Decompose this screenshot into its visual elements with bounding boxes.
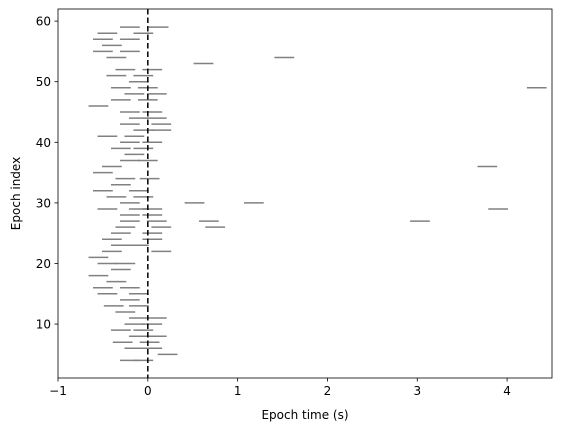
- y-tick-label: 40: [36, 136, 51, 150]
- x-tick-label: 0: [144, 384, 152, 398]
- y-tick-label: 20: [36, 257, 51, 271]
- x-tick-label: 3: [413, 384, 421, 398]
- plot-frame: [57, 8, 553, 379]
- segment-marks: [88, 26, 547, 362]
- x-tick-label: −1: [49, 384, 67, 398]
- y-tick-label: 50: [36, 75, 51, 89]
- x-tick-label: 4: [503, 384, 511, 398]
- x-axis-label: Epoch time (s): [261, 408, 348, 422]
- y-tick-label: 10: [36, 318, 51, 332]
- y-tick-label: 60: [36, 15, 51, 29]
- y-tick-label: 30: [36, 196, 51, 210]
- x-tick-label: 1: [234, 384, 242, 398]
- x-tick-label: 2: [324, 384, 332, 398]
- y-axis-ticks: 10 20 30 40 50 60: [36, 15, 58, 332]
- y-axis-label: Epoch index: [9, 157, 23, 230]
- x-axis-ticks: −1 0 1 2 3 4: [49, 378, 511, 398]
